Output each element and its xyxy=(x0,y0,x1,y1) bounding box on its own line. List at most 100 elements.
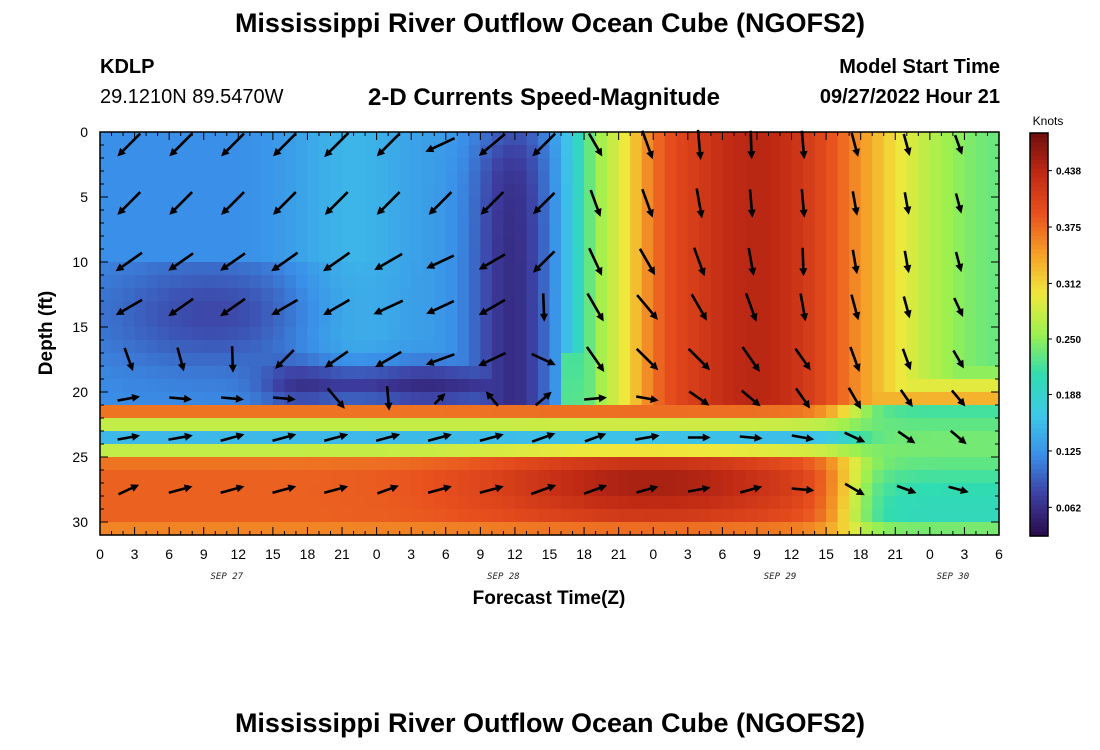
heatmap-cell xyxy=(733,353,747,367)
heatmap-cell xyxy=(780,470,793,484)
current-arrow xyxy=(687,347,711,371)
heatmap-cell xyxy=(756,392,770,406)
heatmap-cell xyxy=(342,327,355,341)
heatmap-cell xyxy=(249,405,262,419)
heatmap-cell xyxy=(123,418,136,432)
heatmap-cell xyxy=(687,496,700,510)
heatmap-cell xyxy=(975,132,989,146)
heatmap-cell xyxy=(699,340,712,354)
heatmap-cell xyxy=(883,275,896,289)
heatmap-cell xyxy=(111,184,124,198)
heatmap-cell xyxy=(768,366,781,380)
heatmap-cell xyxy=(826,145,839,159)
heatmap-cell xyxy=(837,275,850,289)
heatmap-cell xyxy=(780,327,793,341)
heatmap-cell xyxy=(929,236,942,250)
heatmap-cell xyxy=(203,145,216,159)
heatmap-cell xyxy=(768,197,781,211)
heatmap-cell xyxy=(676,236,689,250)
heatmap-cell xyxy=(330,158,343,172)
heatmap-cell xyxy=(411,145,424,159)
heatmap-cell xyxy=(630,353,643,367)
heatmap-cell xyxy=(722,158,735,172)
current-arrow xyxy=(478,133,506,156)
current-arrow xyxy=(844,431,866,443)
heatmap-cell xyxy=(526,327,539,341)
heatmap-cell xyxy=(146,223,159,237)
current-arrow xyxy=(533,191,556,215)
heatmap-cell xyxy=(561,184,574,198)
heatmap-cell xyxy=(607,340,620,354)
heatmap-cell xyxy=(814,431,827,445)
heatmap-cell xyxy=(192,509,205,523)
heatmap-cell xyxy=(895,379,908,393)
heatmap-cell xyxy=(653,457,666,471)
heatmap-cell xyxy=(388,158,401,172)
colorbar-segment xyxy=(1030,164,1048,170)
heatmap-cell xyxy=(480,418,493,432)
heatmap-cell xyxy=(906,327,919,341)
current-arrow xyxy=(220,297,246,317)
heatmap-cell xyxy=(664,418,677,432)
heatmap-cell xyxy=(203,470,216,484)
heatmap-cell xyxy=(238,470,251,484)
heatmap-cell xyxy=(284,210,297,224)
heatmap-cell xyxy=(733,301,747,315)
heatmap-cell xyxy=(353,405,366,419)
heatmap-cell xyxy=(399,379,412,393)
heatmap-cell xyxy=(641,405,654,419)
heatmap-cell xyxy=(872,431,885,445)
heatmap-cell xyxy=(756,171,770,185)
current-arrow xyxy=(953,297,964,317)
heatmap-cell xyxy=(445,405,458,419)
heatmap-cell xyxy=(342,340,355,354)
heatmap-cell xyxy=(664,314,677,328)
heatmap-cell xyxy=(826,301,839,315)
current-arrow xyxy=(903,250,912,274)
heatmap-cell xyxy=(929,145,942,159)
heatmap-cell xyxy=(318,496,332,510)
heatmap-cell xyxy=(284,509,297,523)
heatmap-cell xyxy=(146,470,159,484)
heatmap-cell xyxy=(503,314,516,328)
heatmap-cell xyxy=(641,457,654,471)
heatmap-cell xyxy=(491,522,504,536)
heatmap-cell xyxy=(975,418,989,432)
colorbar-segment xyxy=(1030,195,1048,201)
heatmap-cell xyxy=(526,444,539,458)
heatmap-cell xyxy=(595,340,608,354)
station-id: KDLP xyxy=(100,56,155,78)
heatmap-cell xyxy=(699,236,712,250)
heatmap-cell xyxy=(342,171,355,185)
heatmap-cell xyxy=(584,496,597,510)
heatmap-cell xyxy=(584,171,597,185)
heatmap-cell xyxy=(952,457,966,471)
heatmap-cell xyxy=(203,327,216,341)
heatmap-cell xyxy=(572,145,585,159)
current-arrow xyxy=(169,394,192,403)
heatmap-cell xyxy=(342,418,355,432)
heatmap-cell xyxy=(503,366,516,380)
heatmap-cell xyxy=(964,522,977,536)
heatmap-cell xyxy=(653,249,666,263)
heatmap-cell xyxy=(768,470,781,484)
heatmap-cell xyxy=(561,236,574,250)
heatmap-cell xyxy=(595,496,608,510)
heatmap-cell xyxy=(941,314,954,328)
heatmap-cell xyxy=(526,366,539,380)
heatmap-cell xyxy=(549,145,562,159)
heatmap-cell xyxy=(572,418,585,432)
heatmap-cell xyxy=(780,145,793,159)
heatmap-cell xyxy=(561,496,574,510)
heatmap-cell xyxy=(756,457,770,471)
current-arrow xyxy=(687,433,711,442)
heatmap-cell xyxy=(284,158,297,172)
current-arrow xyxy=(851,249,860,275)
heatmap-cell xyxy=(733,470,747,484)
current-arrow xyxy=(168,432,193,441)
heatmap-cell xyxy=(261,288,274,302)
colorbar-segment xyxy=(1030,446,1048,452)
current-arrow xyxy=(478,298,506,316)
heatmap-cell xyxy=(814,457,827,471)
heatmap-cell xyxy=(146,249,159,263)
